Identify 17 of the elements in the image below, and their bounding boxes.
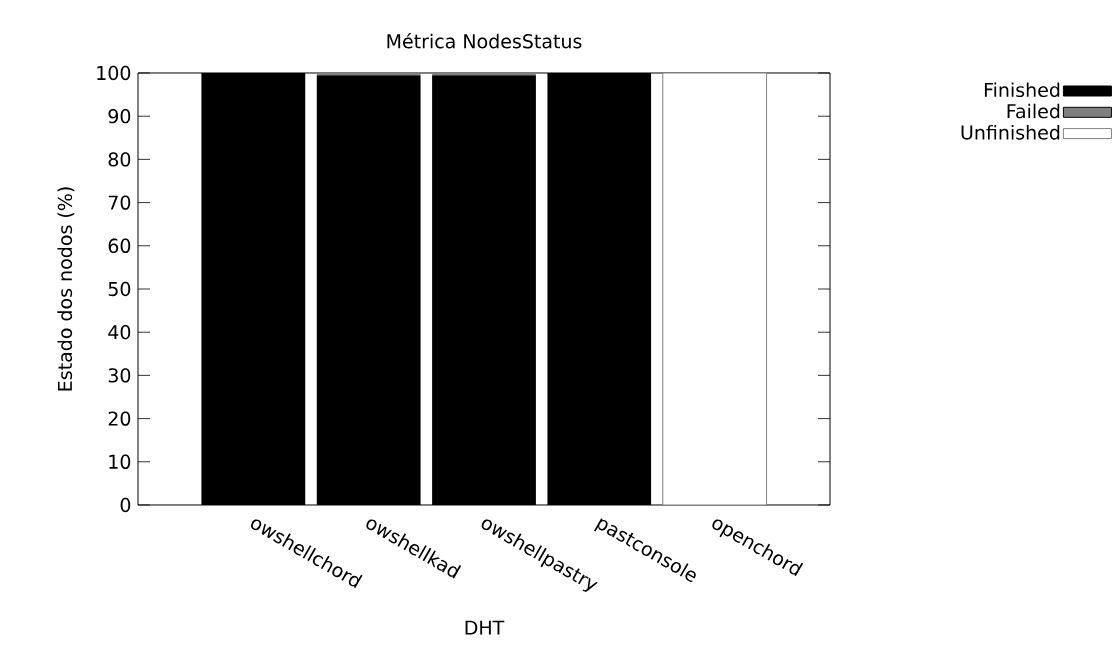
y-tick-label: 10 xyxy=(109,454,131,469)
y-tick-label: 80 xyxy=(108,152,131,167)
x-axis-title: DHT xyxy=(465,620,505,635)
y-tick-label: 40 xyxy=(108,325,131,340)
y-tick-label: 30 xyxy=(108,368,131,383)
y-tick-label: 70 xyxy=(108,195,131,210)
chart-title: Métrica NodesStatus xyxy=(387,32,582,49)
y-axis-title: Estado dos nodos (%) xyxy=(57,187,75,391)
legend-label: Unfinished xyxy=(961,124,1060,140)
legend-label: Finished xyxy=(984,82,1060,98)
y-tick-label: 90 xyxy=(108,109,131,124)
y-tick-label: 0 xyxy=(120,497,131,513)
y-tick-label: 100 xyxy=(97,65,131,81)
y-tick-label: 50 xyxy=(108,281,131,297)
legend-label: Failed xyxy=(1007,103,1060,119)
y-tick-label: 20 xyxy=(108,411,131,426)
y-tick-label: 60 xyxy=(108,238,131,253)
